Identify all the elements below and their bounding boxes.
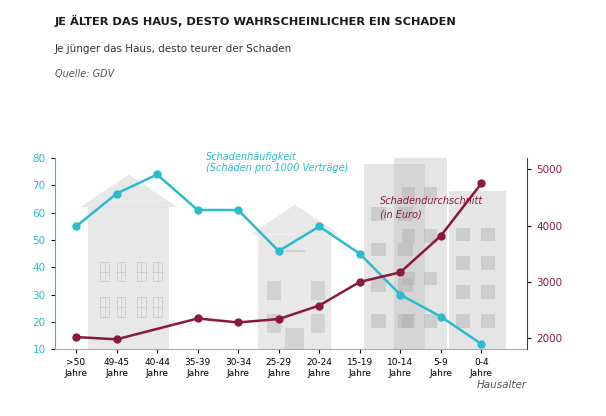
Bar [153,262,162,281]
Bar [101,262,109,281]
Polygon shape [250,205,339,235]
Bar [285,327,304,349]
Bar [402,229,415,243]
Bar [371,243,387,257]
Text: (in Euro): (in Euro) [380,210,422,220]
Bar [456,285,470,299]
Bar [398,243,413,257]
Bar [398,278,413,292]
Bar [267,281,281,300]
Bar [88,207,169,349]
Bar [116,262,125,281]
Bar [402,272,415,285]
Bar [402,314,415,327]
Bar [424,187,438,201]
Bar [371,278,387,292]
Bar [481,257,495,270]
Text: JE ÄLTER DAS HAUS, DESTO WAHRSCHEINLICHER EIN SCHADEN: JE ÄLTER DAS HAUS, DESTO WAHRSCHEINLICHE… [55,15,456,27]
Bar [116,297,125,317]
Text: Schadendurchschnitt: Schadendurchschnitt [380,196,484,206]
Bar [424,314,438,327]
Text: Quelle: GDV: Quelle: GDV [55,69,114,79]
Bar [398,207,413,221]
Bar [395,136,447,349]
Text: Hausalter: Hausalter [477,380,527,390]
Bar [424,272,438,285]
Bar [137,262,146,281]
Bar [101,297,109,317]
Bar [424,229,438,243]
Polygon shape [80,174,178,207]
Bar [398,314,413,327]
Bar [402,187,415,201]
Bar [311,281,325,300]
Text: Schadenhäufigkeit: Schadenhäufigkeit [206,152,297,162]
Bar [267,314,281,333]
Bar [456,228,470,241]
Bar [311,314,325,333]
Text: Je jünger das Haus, desto teurer der Schaden: Je jünger das Haus, desto teurer der Sch… [55,44,292,54]
Bar [137,297,146,317]
Bar [481,285,495,299]
Bar [371,314,387,327]
Bar [456,257,470,270]
Text: (Schäden pro 1000 Verträge): (Schäden pro 1000 Verträge) [206,163,348,173]
Bar [371,207,387,221]
Bar [481,228,495,241]
Bar [364,163,425,349]
Bar [153,297,162,317]
Bar [481,314,495,327]
Bar [258,235,331,349]
Bar [456,314,470,327]
Bar [449,191,506,349]
